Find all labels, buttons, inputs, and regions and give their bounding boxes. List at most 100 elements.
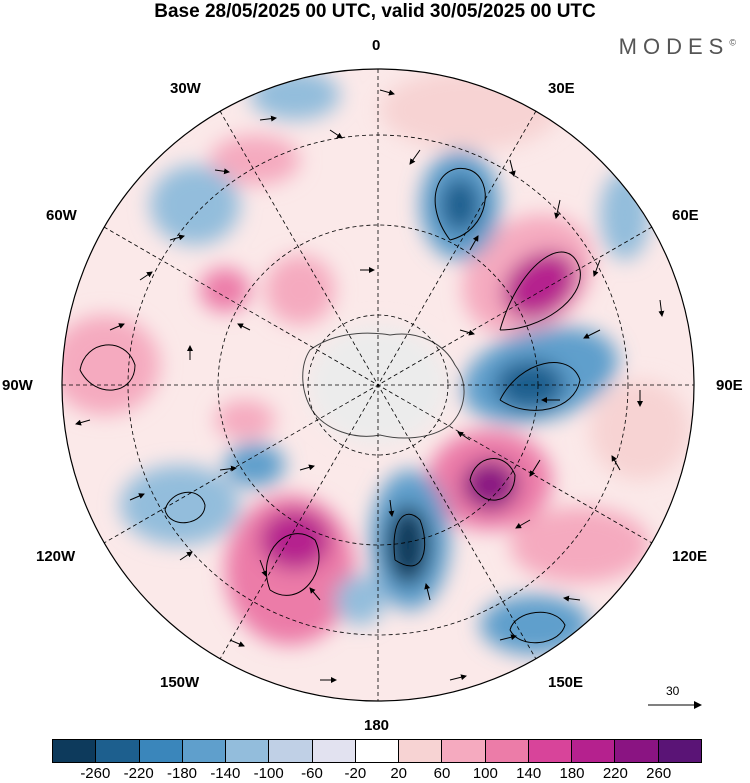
negative-anomaly	[225, 443, 285, 487]
colorbar-swatch	[312, 740, 356, 762]
wind-vector	[424, 583, 431, 601]
colorbar-tick-label: -20	[344, 765, 367, 782]
lon-label-90e: 90E	[716, 377, 743, 394]
negative-anomaly	[250, 70, 340, 120]
colorbar-swatch	[615, 740, 659, 762]
lon-label-150e: 150E	[548, 674, 584, 691]
wind-vector	[658, 299, 665, 317]
reference-vector-label: 30	[666, 684, 680, 698]
colorbar-ticks: -260 -220 -180 -140 -100 -60 -20 20 60 100 140 180 2…	[52, 765, 702, 783]
negative-anomaly	[386, 505, 430, 585]
lon-label-60e: 60E	[672, 207, 699, 224]
colorbar-swatch	[226, 740, 270, 762]
negative-anomaly	[480, 595, 590, 655]
meridians	[62, 69, 694, 701]
contours	[79, 168, 581, 644]
positive-anomaly	[215, 400, 275, 440]
wind-vector	[237, 323, 251, 331]
lon-label-30e: 30E	[548, 80, 575, 97]
colorbar-swatch	[528, 740, 573, 762]
colorbar-tick-label: -60	[301, 765, 323, 782]
wind-vector	[379, 89, 395, 96]
polar-map	[61, 68, 695, 702]
anomaly-shading	[62, 70, 690, 655]
negative-anomaly	[335, 575, 385, 625]
wind-vector	[449, 674, 467, 681]
lon-label-180: 180	[364, 717, 390, 734]
wind-vector	[129, 493, 145, 501]
lon-label-0: 0	[372, 37, 381, 54]
wind-vector	[509, 159, 516, 177]
wind-vector	[563, 595, 581, 602]
colorbar-swatch	[96, 740, 140, 762]
contour	[265, 533, 320, 596]
brand-name: MODES	[618, 34, 730, 59]
colorbar-tick-label: 260	[646, 765, 672, 782]
positive-anomaly	[265, 255, 335, 325]
colorbar-tick-label: 220	[602, 765, 628, 782]
wind-vector	[309, 587, 321, 601]
lon-label-120w: 120W	[36, 548, 76, 565]
colorbar-tick-label: -180	[166, 765, 198, 782]
colorbar-tick-label: -100	[253, 765, 284, 782]
brand-mark: ©	[729, 37, 736, 48]
wind-vector	[259, 115, 277, 122]
colorbar-tick-label: 140	[516, 765, 542, 782]
colorbar	[52, 739, 702, 763]
map-boundary	[61, 68, 695, 702]
positive-anomaly	[260, 510, 330, 570]
wind-vector	[457, 431, 471, 441]
field-layer	[62, 69, 694, 701]
wind-vector	[409, 149, 421, 165]
wind-vector	[583, 329, 601, 339]
lon-label-120e: 120E	[672, 548, 708, 565]
wind-vector	[554, 199, 561, 219]
wind-vector	[529, 459, 541, 477]
colorbar-tick-label: 20	[390, 765, 407, 782]
contour	[434, 168, 486, 241]
wind-vector	[214, 168, 230, 175]
wind-vector	[169, 234, 185, 241]
colorbar-swatch	[485, 740, 529, 762]
contour	[499, 251, 581, 331]
contour	[469, 458, 516, 501]
colorbar-swatch	[269, 740, 313, 762]
wind-vector	[179, 551, 193, 561]
positive-anomaly	[62, 315, 160, 415]
wind-vector	[109, 323, 125, 331]
positive-anomaly	[210, 135, 300, 185]
wind-vector	[469, 235, 479, 251]
negative-anomaly	[495, 360, 565, 410]
wind-vector	[75, 419, 91, 426]
colorbar-tick-label: 180	[559, 765, 585, 782]
wind-vector	[515, 519, 531, 529]
colorbar-tick-label: -140	[210, 765, 241, 782]
wind-vector	[592, 259, 601, 277]
colorbar-tick-label: 100	[472, 765, 498, 782]
lon-label-60w: 60W	[46, 207, 77, 224]
wind-vector	[229, 639, 245, 647]
wind-vectors	[75, 89, 665, 683]
colorbar-tick-label: -220	[123, 765, 154, 782]
colorbar-swatch	[182, 740, 227, 762]
colorbar-swatch	[355, 740, 400, 762]
colorbar-swatch	[53, 740, 97, 762]
wind-vector	[139, 271, 153, 281]
wind-vector	[499, 634, 517, 641]
negative-anomaly	[440, 177, 480, 233]
negative-anomaly	[120, 465, 240, 545]
colorbar-swatch	[658, 740, 701, 762]
antarctica-coastline	[302, 332, 465, 439]
contour	[509, 611, 566, 644]
positive-anomaly	[510, 507, 650, 583]
contour	[499, 362, 581, 411]
positive-anomaly	[462, 460, 518, 510]
negative-anomaly	[150, 165, 240, 245]
map-title: Base 28/05/2025 00 UTC, valid 30/05/2025…	[154, 1, 596, 22]
colorbar-swatch	[442, 740, 486, 762]
colorbar-tick-label: 60	[433, 765, 451, 782]
negative-anomaly	[600, 170, 650, 260]
wind-vector	[259, 559, 268, 577]
wind-vector	[219, 465, 237, 472]
lon-label-150w: 150W	[160, 674, 200, 691]
